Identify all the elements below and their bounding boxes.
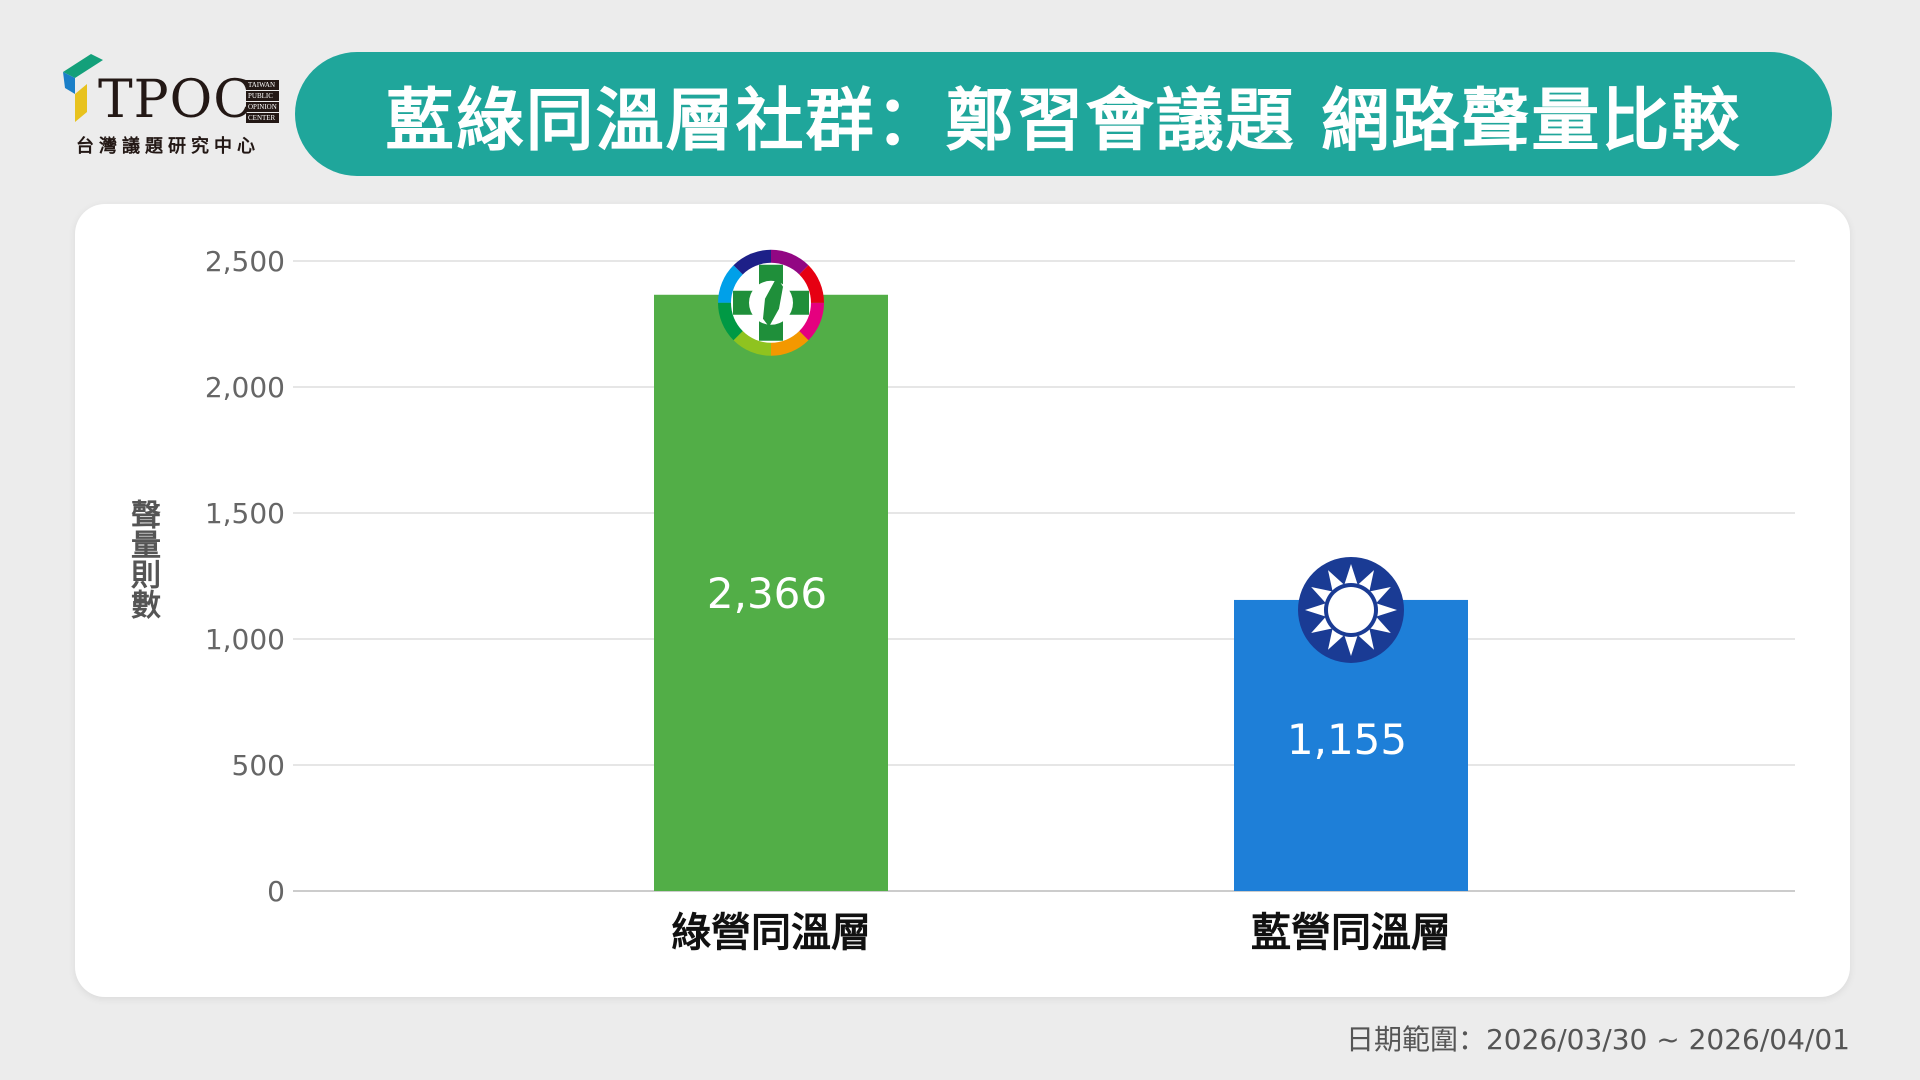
category-label: 綠營同溫層 <box>671 910 871 956</box>
data-label: 2,366 <box>707 569 827 618</box>
data-label: 1,155 <box>1287 715 1407 764</box>
y-axis-label: 聲量則數 <box>125 499 160 619</box>
date-range: 日期範圍：2026/03/30 ~ 2026/04/01 <box>1345 1023 1850 1056</box>
y-tick-label: 1,000 <box>205 623 285 656</box>
dpp-emblem-icon <box>718 249 824 356</box>
kmt-emblem-icon <box>1298 556 1404 663</box>
y-tick-label: 500 <box>232 749 285 782</box>
page-title: 藍綠同溫層社群：鄭習會議題 網路聲量比較 <box>385 81 1742 161</box>
logo-small-text: TAIWAN PUBLIC OPINION CENTER <box>246 80 279 123</box>
y-tick-label: 2,000 <box>205 371 285 404</box>
logo-subtitle: 台灣議題研究中心 <box>76 136 260 157</box>
logo-mark-icon <box>63 54 103 122</box>
y-tick-label: 0 <box>267 875 285 908</box>
bar-chart: 0 500 1,000 1,500 2,000 2,500 2,366 綠營同溫層 1,155 藍… <box>205 245 1795 956</box>
chart-card: 0 500 1,000 1,500 2,000 2,500 2,366 綠營同溫層 1,155 藍… <box>75 204 1850 997</box>
tpoc-logo: TPOC TAIWAN PUBLIC OPINION CENTER 台灣議題研究中心 <box>60 52 290 162</box>
category-label: 藍營同溫層 <box>1251 910 1451 956</box>
title-banner: 藍綠同溫層社群：鄭習會議題 網路聲量比較 <box>295 52 1832 176</box>
y-tick-label: 2,500 <box>205 245 285 278</box>
bar <box>654 294 888 891</box>
y-tick-label: 1,500 <box>205 497 285 530</box>
logo-text: TPOC <box>98 70 255 130</box>
